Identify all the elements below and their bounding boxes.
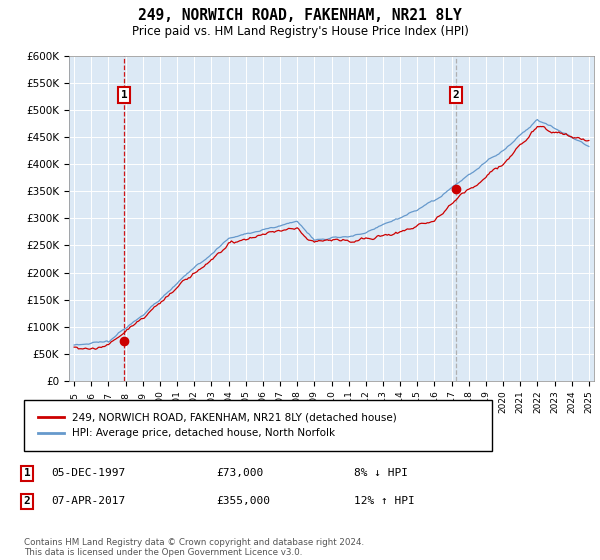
Text: £73,000: £73,000 (216, 468, 263, 478)
Text: 2: 2 (23, 496, 31, 506)
Text: Price paid vs. HM Land Registry's House Price Index (HPI): Price paid vs. HM Land Registry's House … (131, 25, 469, 38)
Text: Contains HM Land Registry data © Crown copyright and database right 2024.
This d: Contains HM Land Registry data © Crown c… (24, 538, 364, 557)
Text: 05-DEC-1997: 05-DEC-1997 (51, 468, 125, 478)
Text: 07-APR-2017: 07-APR-2017 (51, 496, 125, 506)
Text: 2: 2 (453, 90, 460, 100)
Text: 249, NORWICH ROAD, FAKENHAM, NR21 8LY: 249, NORWICH ROAD, FAKENHAM, NR21 8LY (138, 8, 462, 24)
Text: 1: 1 (121, 90, 128, 100)
Text: 1: 1 (23, 468, 31, 478)
Legend: 249, NORWICH ROAD, FAKENHAM, NR21 8LY (detached house), HPI: Average price, deta: 249, NORWICH ROAD, FAKENHAM, NR21 8LY (d… (34, 409, 401, 442)
FancyBboxPatch shape (24, 400, 492, 451)
Text: £355,000: £355,000 (216, 496, 270, 506)
Text: 12% ↑ HPI: 12% ↑ HPI (354, 496, 415, 506)
Text: 8% ↓ HPI: 8% ↓ HPI (354, 468, 408, 478)
